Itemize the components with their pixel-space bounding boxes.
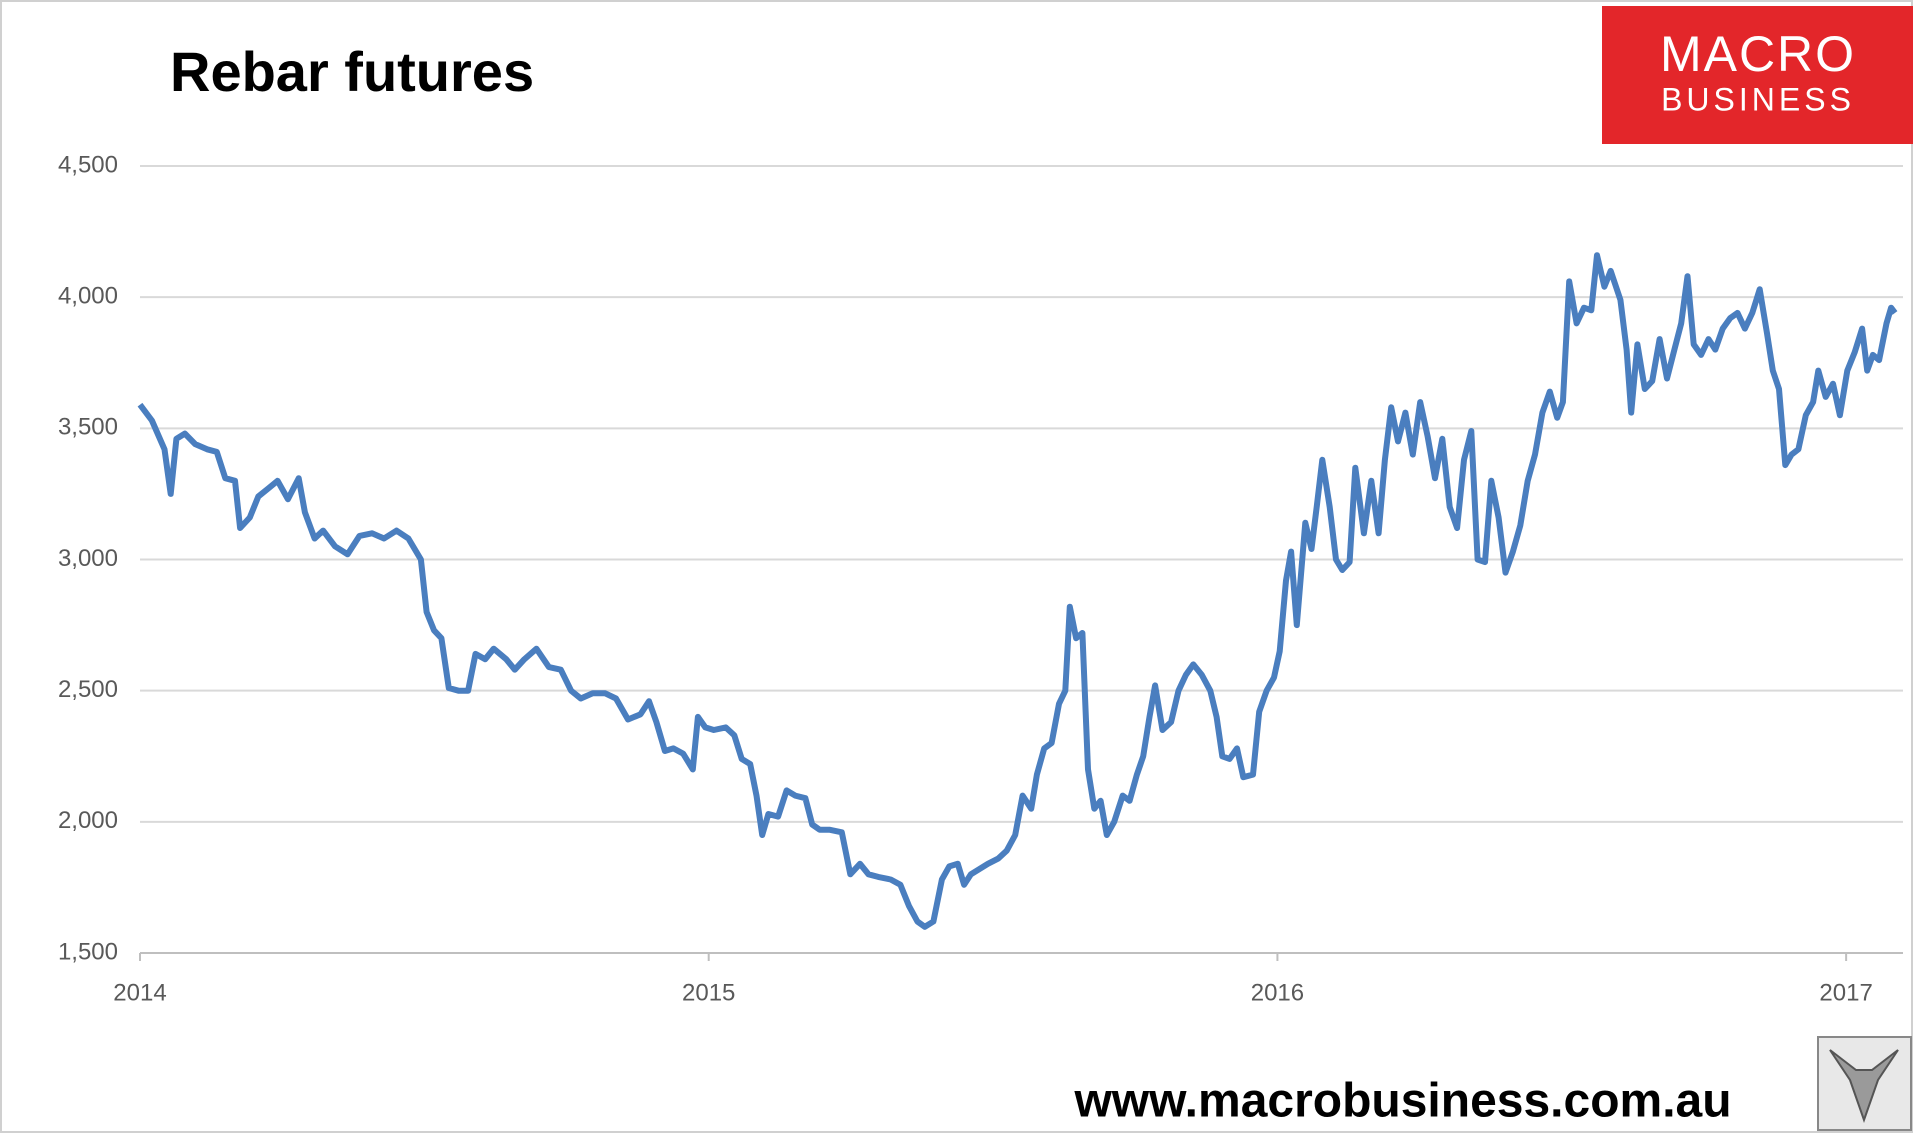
x-tick-label: 2015 [682,979,735,1006]
logo-box [1602,6,1913,144]
x-tick-label: 2016 [1251,979,1304,1006]
y-tick-label: 3,500 [58,414,118,441]
y-tick-label: 1,500 [58,938,118,965]
data-line [137,252,1898,930]
chart-title: Rebar futures [170,40,534,103]
y-tick-label: 3,000 [58,545,118,572]
x-tick-label: 2017 [1819,979,1872,1006]
y-tick-label: 4,500 [58,151,118,178]
website-url: www.macrobusiness.com.au [1073,1075,1731,1128]
y-tick-label: 4,000 [58,283,118,310]
fox-icon-shape [1829,1049,1899,1124]
y-tick-label: 2,500 [58,676,118,703]
x-tick-label: 2014 [113,979,166,1006]
y-tick-label: 2,000 [58,807,118,834]
logo-text: BUSINESS [1661,81,1855,117]
logo-text: MACRO [1660,26,1856,82]
